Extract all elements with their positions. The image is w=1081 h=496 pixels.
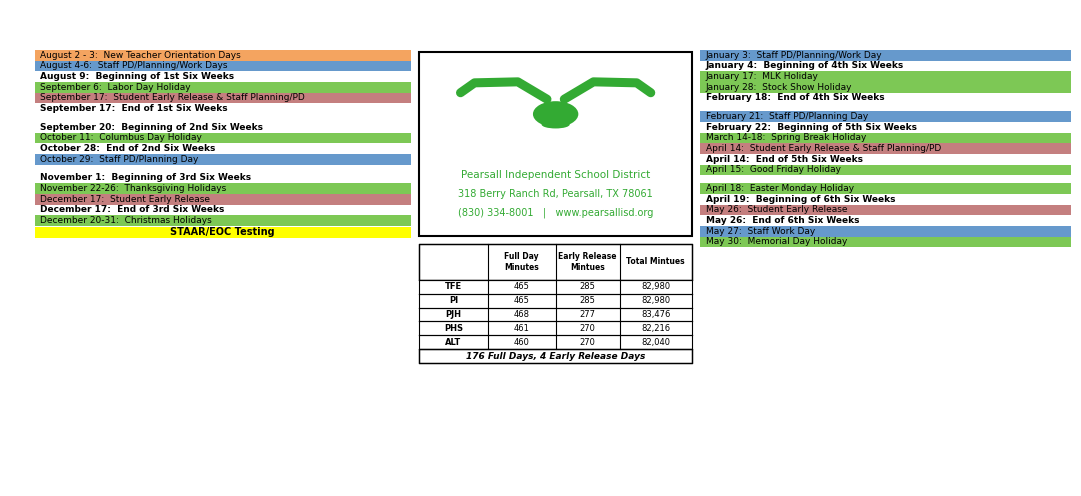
Text: TFE: TFE [445,282,462,291]
Bar [35,194,411,205]
Text: November 22-26:  Thanksgiving Holidays: November 22-26: Thanksgiving Holidays [40,184,226,193]
Bar [700,226,1071,237]
Text: April 19:  Beginning of 6th Six Weeks: April 19: Beginning of 6th Six Weeks [706,194,895,203]
Bar [700,112,1071,122]
Text: Full Day
Minutes: Full Day Minutes [504,252,539,272]
Text: 465: 465 [513,296,530,305]
Text: September 17:  Student Early Release & Staff Planning/PD: September 17: Student Early Release & St… [40,93,305,102]
Bar [419,52,692,236]
Bar [419,321,692,335]
Text: STAAR/EOC Testing: STAAR/EOC Testing [171,227,275,237]
Bar [35,82,411,93]
Bar [700,50,1071,61]
Text: December 17:  Student Early Release: December 17: Student Early Release [40,194,210,203]
Text: May 26:  Student Early Release: May 26: Student Early Release [706,205,848,214]
Text: September 6:  Labor Day Holiday: September 6: Labor Day Holiday [40,82,190,92]
Text: 82,980: 82,980 [641,282,670,291]
Bar [419,335,692,349]
Bar [35,215,411,226]
Text: 83,476: 83,476 [641,310,670,319]
Bar [700,82,1071,93]
Bar [35,133,411,143]
Bar [419,280,692,294]
Bar [419,308,692,321]
Text: PJH: PJH [445,310,462,319]
Text: January 28:  Stock Show Holiday: January 28: Stock Show Holiday [706,82,853,92]
Bar [35,154,411,165]
Bar [700,133,1071,143]
Text: February 21:  Staff PD/Planning Day: February 21: Staff PD/Planning Day [706,112,868,121]
Text: (830) 334-8001   |   www.pearsallisd.org: (830) 334-8001 | www.pearsallisd.org [458,207,653,218]
Text: 270: 270 [579,338,596,347]
Text: 318 Berry Ranch Rd, Pearsall, TX 78061: 318 Berry Ranch Rd, Pearsall, TX 78061 [458,189,653,199]
Text: 468: 468 [513,310,530,319]
Text: PI: PI [449,296,458,305]
Bar [35,61,411,71]
Text: May 26:  End of 6th Six Weeks: May 26: End of 6th Six Weeks [706,216,859,225]
Text: May 27:  Staff Work Day: May 27: Staff Work Day [706,227,815,236]
Bar [700,184,1071,194]
Bar [700,71,1071,82]
Bar [35,93,411,104]
Text: May 30:  Memorial Day Holiday: May 30: Memorial Day Holiday [706,237,848,246]
Text: 82,980: 82,980 [641,296,670,305]
Text: October 28:  End of 2nd Six Weeks: October 28: End of 2nd Six Weeks [40,144,215,153]
Text: December 20-31:  Christmas Holidays: December 20-31: Christmas Holidays [40,216,212,225]
Bar [700,237,1071,248]
Bar [419,244,692,280]
Ellipse shape [542,121,570,128]
Text: August 9:  Beginning of 1st Six Weeks: August 9: Beginning of 1st Six Weeks [40,72,235,81]
Text: August 4-6:  Staff PD/Planning/Work Days: August 4-6: Staff PD/Planning/Work Days [40,61,227,70]
Text: April 14:  Student Early Release & Staff Planning/PD: April 14: Student Early Release & Staff … [706,144,942,153]
Bar [700,143,1071,154]
Text: January 4:  Beginning of 4th Six Weeks: January 4: Beginning of 4th Six Weeks [706,61,904,70]
Text: Pearsall Independent School District: Pearsall Independent School District [461,170,651,180]
Bar [419,349,692,363]
Bar [700,165,1071,176]
Text: April 15:  Good Friday Holiday: April 15: Good Friday Holiday [706,165,841,174]
Bar [35,184,411,194]
Text: February 22:  Beginning of 5th Six Weeks: February 22: Beginning of 5th Six Weeks [706,123,917,131]
Text: 270: 270 [579,324,596,333]
Ellipse shape [533,101,578,127]
Text: 82,216: 82,216 [641,324,670,333]
Bar [419,294,692,308]
Bar [35,50,411,61]
Text: September 20:  Beginning of 2nd Six Weeks: September 20: Beginning of 2nd Six Weeks [40,123,263,131]
Bar [700,205,1071,215]
Text: October 11:  Columbus Day Holiday: October 11: Columbus Day Holiday [40,133,202,142]
Text: 461: 461 [513,324,530,333]
Text: 176 Full Days, 4 Early Release Days: 176 Full Days, 4 Early Release Days [466,352,645,361]
Text: April 18:  Easter Monday Holiday: April 18: Easter Monday Holiday [706,184,854,193]
Text: April 14:  End of 5th Six Weeks: April 14: End of 5th Six Weeks [706,155,863,164]
Text: December 17:  End of 3rd Six Weeks: December 17: End of 3rd Six Weeks [40,205,225,214]
Text: ALT: ALT [445,338,462,347]
Text: February 18:  End of 4th Six Weeks: February 18: End of 4th Six Weeks [706,93,884,102]
Text: PHS: PHS [444,324,463,333]
Text: November 1:  Beginning of 3rd Six Weeks: November 1: Beginning of 3rd Six Weeks [40,173,251,182]
Text: Total Mintues: Total Mintues [626,257,685,266]
Text: Early Release
Mintues: Early Release Mintues [559,252,617,272]
Bar [35,227,411,238]
Text: 285: 285 [579,296,596,305]
Text: September 17:  End of 1st Six Weeks: September 17: End of 1st Six Weeks [40,104,228,113]
Text: January 3:  Staff PD/Planning/Work Day: January 3: Staff PD/Planning/Work Day [706,51,882,60]
Text: 285: 285 [579,282,596,291]
Text: March 14-18:  Spring Break Holiday: March 14-18: Spring Break Holiday [706,133,866,142]
Text: October 29:  Staff PD/Planning Day: October 29: Staff PD/Planning Day [40,155,199,164]
Text: 460: 460 [513,338,530,347]
Text: January 17:  MLK Holiday: January 17: MLK Holiday [706,72,818,81]
Text: 465: 465 [513,282,530,291]
Text: 82,040: 82,040 [641,338,670,347]
Text: August 2 - 3:  New Teacher Orientation Days: August 2 - 3: New Teacher Orientation Da… [40,51,241,60]
Text: 277: 277 [579,310,596,319]
